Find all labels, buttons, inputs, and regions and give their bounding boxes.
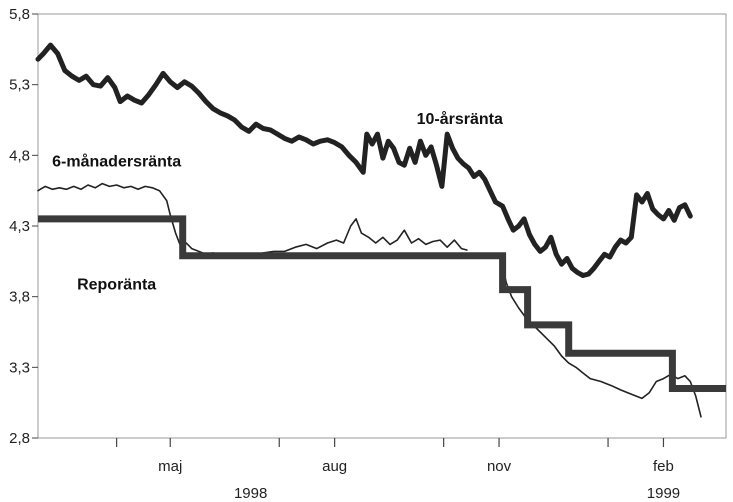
plot-frame <box>37 13 727 439</box>
x-tick-label: aug <box>322 458 347 475</box>
chart-labels: 10-årsränta 6-månadersränta Reporänta <box>52 110 503 293</box>
y-tick-label: 3,3 <box>9 359 30 376</box>
year-label: 1999 <box>647 485 680 502</box>
x-tick-label: maj <box>158 458 182 475</box>
y-tick-label: 2,8 <box>9 430 30 447</box>
series-label: 10-årsränta <box>417 110 503 128</box>
x-tick-label: feb <box>653 458 674 475</box>
series-line <box>499 256 702 418</box>
series-line <box>35 42 693 278</box>
y-tick-label: 5,3 <box>9 77 30 94</box>
year-label: 1998 <box>234 485 267 502</box>
y-tick-label: 5,8 <box>9 6 30 23</box>
series-label: Reporänta <box>77 277 156 294</box>
x-tick-label: nov <box>487 458 512 475</box>
y-tick-label: 3,8 <box>9 289 30 306</box>
chart-axes: 5,8 5,3 4,8 4,3 3,8 3,3 2,8 maj aug nov feb 1998 199… <box>9 6 727 502</box>
y-tick-label: 4,3 <box>9 218 30 235</box>
series-label: 6-månadersränta <box>52 153 181 171</box>
y-tick-label: 4,8 <box>9 147 30 164</box>
chart-series <box>35 42 726 418</box>
series-line <box>38 215 726 392</box>
